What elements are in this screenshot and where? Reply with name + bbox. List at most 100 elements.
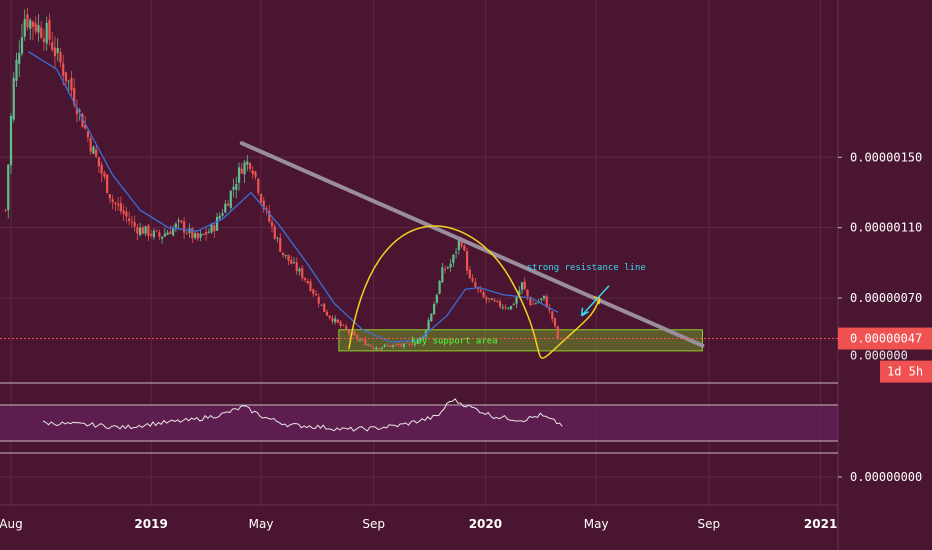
candle-body	[529, 296, 532, 305]
candle-body	[177, 220, 180, 222]
candle-body	[257, 178, 260, 193]
candle-body	[193, 233, 197, 238]
candle-body	[372, 347, 375, 349]
support-label: key support area	[411, 336, 498, 346]
candle-body	[147, 225, 150, 237]
candle-body	[158, 232, 161, 237]
candle-body	[248, 163, 252, 169]
resistance-arrowhead	[580, 307, 589, 317]
candle-body	[534, 303, 537, 304]
candle-body	[471, 278, 474, 282]
x-tick-label: 2020	[469, 517, 502, 531]
candle-body	[40, 27, 43, 38]
candle-body	[465, 251, 469, 271]
candle-body	[204, 232, 208, 235]
candle-body	[210, 224, 213, 233]
candle-body	[290, 259, 293, 264]
candle-body	[416, 340, 419, 344]
candle-body	[512, 304, 515, 306]
candle-body	[34, 23, 37, 32]
candle-body	[397, 344, 400, 346]
resistance-line	[239, 141, 705, 348]
candle-body	[509, 305, 513, 310]
candle-body	[309, 281, 312, 291]
candle-body	[323, 303, 326, 312]
candle-body	[29, 20, 32, 29]
candle-body	[504, 307, 507, 308]
candle-body	[548, 307, 551, 311]
candle-body	[331, 317, 334, 322]
candle-body	[70, 77, 73, 91]
candle-body	[62, 63, 65, 76]
candle-body	[229, 190, 232, 208]
candle-body	[139, 227, 142, 236]
candle-body	[276, 237, 279, 239]
candle-body	[12, 77, 15, 120]
candle-body	[180, 220, 183, 223]
candle-body	[185, 233, 188, 235]
y-tick-label: 0.00000150	[850, 150, 922, 164]
candle-body	[394, 344, 397, 346]
candle-body	[251, 170, 254, 175]
candle-body	[273, 226, 276, 239]
candle-body	[75, 107, 79, 115]
candle-body	[15, 59, 18, 81]
candle-body	[166, 232, 169, 235]
candle-body	[218, 215, 221, 219]
candle-body	[103, 172, 106, 177]
candle-body	[128, 218, 131, 222]
candle-body	[383, 344, 386, 347]
candle-body	[482, 292, 485, 298]
candle-body	[507, 308, 510, 310]
candle-body	[48, 19, 51, 40]
candle-body	[144, 226, 147, 234]
projection-curve	[348, 225, 601, 359]
candle-body	[408, 343, 411, 345]
x-tick-label: 2019	[134, 517, 167, 531]
candle-body	[81, 113, 84, 128]
candle-body	[226, 203, 230, 206]
candle-body	[446, 267, 449, 269]
candle-body	[389, 345, 392, 347]
y-tick-label: 0.00000000	[850, 470, 922, 484]
candle-body	[435, 294, 438, 303]
candle-body	[364, 339, 367, 346]
candle-body	[78, 110, 81, 112]
candle-body	[150, 234, 153, 236]
candle-body	[325, 311, 329, 316]
candle-body	[501, 307, 504, 309]
candle-body	[551, 311, 554, 320]
candle-body	[402, 343, 405, 347]
candle-body	[224, 203, 227, 213]
candle-body	[106, 174, 109, 194]
candle-body	[232, 186, 235, 190]
indicator-band	[0, 405, 838, 441]
candle-body	[174, 223, 177, 228]
candle-body	[441, 267, 444, 283]
candle-body	[444, 268, 447, 270]
candle-body	[265, 208, 268, 210]
candle-body	[161, 236, 164, 239]
candle-body	[292, 261, 296, 263]
candle-body	[422, 335, 425, 339]
candle-body	[111, 199, 114, 203]
candle-body	[53, 47, 57, 57]
candle-body	[317, 296, 320, 304]
candle-body	[240, 168, 243, 174]
candle-body	[114, 202, 117, 205]
candle-body	[169, 231, 172, 235]
candle-body	[89, 138, 92, 152]
candle-body	[520, 282, 524, 290]
candle-body	[64, 72, 68, 82]
candle-body	[479, 289, 482, 292]
candle-body	[20, 37, 24, 54]
candle-body	[542, 295, 546, 299]
candle-body	[243, 162, 246, 175]
candle-body	[314, 293, 318, 296]
candle-body	[237, 167, 241, 183]
candle-body	[490, 298, 493, 300]
countdown-tag	[880, 360, 932, 383]
current-price-value: 0.00000047	[850, 332, 922, 346]
candle-body	[191, 228, 194, 239]
